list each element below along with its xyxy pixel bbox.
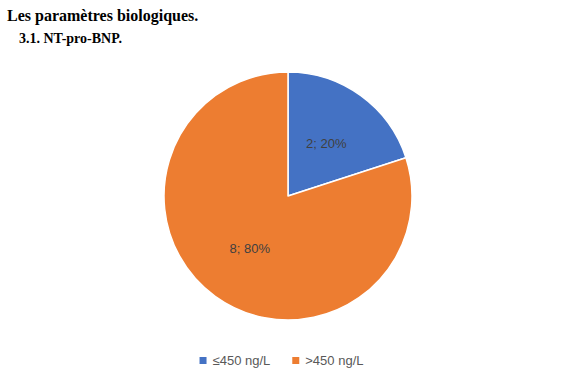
svg-text:≤450 ng/L: ≤450 ng/L: [213, 353, 271, 368]
svg-text:Les paramètres biologiques.: Les paramètres biologiques.: [7, 7, 198, 25]
svg-text:>450 ng/L: >450 ng/L: [305, 353, 363, 368]
svg-text:2; 20%: 2; 20%: [306, 136, 347, 151]
svg-text:8; 80%: 8; 80%: [230, 241, 271, 256]
svg-text:3.1. NT-pro-BNP.: 3.1. NT-pro-BNP.: [19, 31, 122, 46]
